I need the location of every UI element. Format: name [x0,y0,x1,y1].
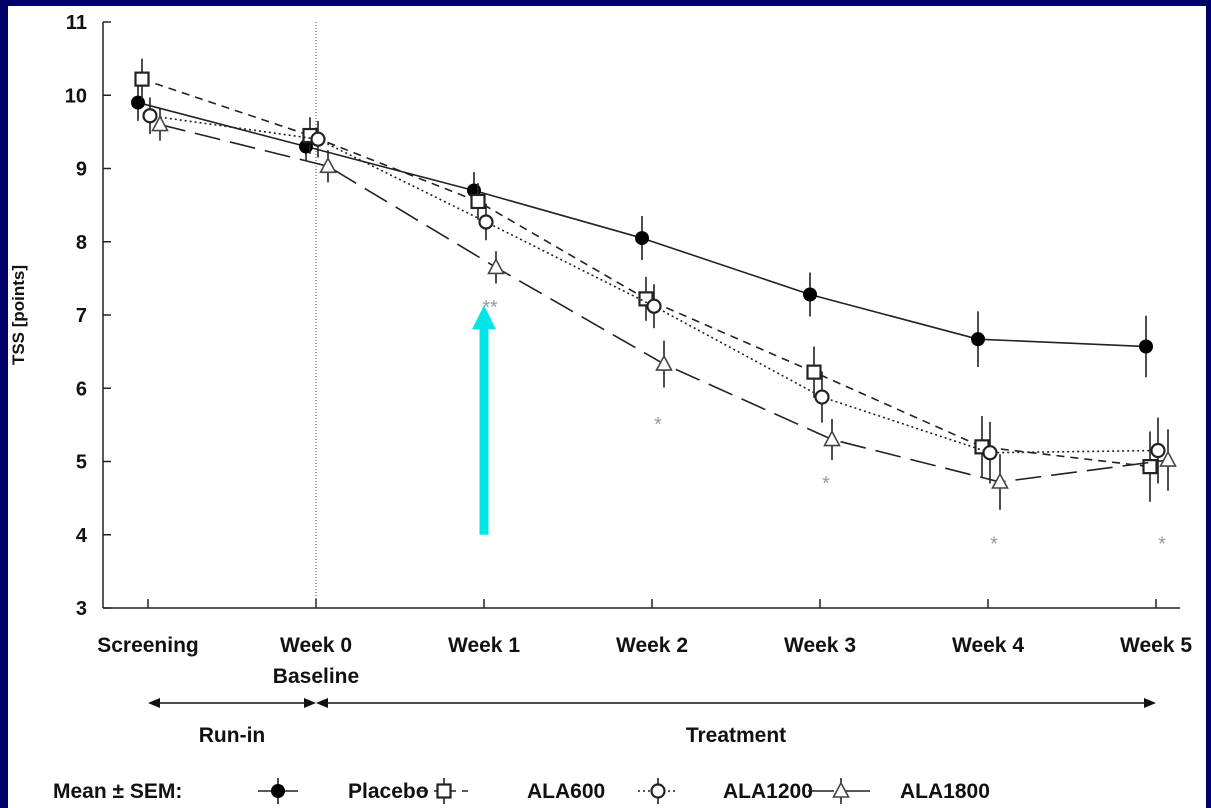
data-point [470,193,486,210]
legend: Mean ± SEM: Placebo ALA600 ALA1200 ALA1800 [53,778,990,804]
data-point [134,71,150,87]
series-placebo [131,84,1153,378]
y-tick-label: 10 [65,85,87,107]
y-axis-label: TSS [points] [9,265,28,365]
data-point [823,429,841,447]
data-point [151,114,169,132]
phase-bar: Run-in Treatment [148,698,1156,747]
legend-prefix: Mean ± SEM: [53,780,182,803]
x-tick-sublabel-baseline: Baseline [273,665,359,688]
data-point [971,332,985,347]
data-point [814,389,830,405]
x-tick-label: Week 1 [448,634,520,657]
legend-label: Placebo [348,780,429,803]
series-ala1200 [142,97,1166,484]
y-tick-label: 4 [76,525,88,547]
data-point [142,108,158,124]
phase-run-in: Run-in [148,698,316,747]
significance-marker: * [822,473,830,495]
tss-line-chart: 3 4 5 6 7 8 9 10 11 TSS [points] Screening Week 0 We… [9,12,1192,804]
marks [131,58,1177,510]
legend-item-ala1200: ALA1200 [638,778,813,804]
y-tick-label: 11 [66,12,87,34]
series-line-ala600 [141,78,1151,468]
highlight-arrow-head [472,305,496,330]
phase-label: Treatment [686,724,786,747]
overlay: ***** * [472,297,1166,556]
data-point [1139,339,1153,354]
legend-label: ALA1800 [900,780,990,803]
legend-item-placebo: Placebo [258,778,429,804]
significance-marker: * [654,414,662,436]
axes: 3 4 5 6 7 8 9 10 11 TSS [points] Screening Week 0 We… [9,12,1192,688]
x-tick-label: Week 5 [1120,634,1192,657]
phase-arrow-head-right [1144,698,1156,708]
legend-marker [832,781,850,798]
data-point [646,298,662,314]
x-tick-label: Screening [97,634,199,657]
legend-item-ala1800: ALA1800 [808,778,990,804]
data-point [991,472,1009,489]
phase-label: Run-in [199,724,265,747]
data-point [803,287,817,302]
data-point [310,131,326,147]
legend-label: ALA600 [527,780,605,803]
data-point [487,257,505,275]
data-point [982,445,998,461]
y-tick-label: 7 [76,305,87,327]
x-tick-label: Week 4 [952,634,1024,657]
y-tick-label: 6 [76,378,87,400]
y-tick-label: 3 [76,598,87,620]
data-point [635,231,649,246]
data-point [478,214,494,230]
data-point [806,364,822,380]
series-line-ala1800 [159,123,1169,483]
data-point [1159,450,1177,467]
y-tick-label: 9 [76,159,87,181]
y-tick-label: 5 [76,452,87,474]
series-ala1800 [151,108,1177,510]
phase-arrow-head-right [304,698,316,708]
legend-item-ala600: ALA600 [420,778,605,804]
data-point [1150,442,1166,459]
data-point [655,354,673,371]
data-point [131,95,145,110]
slide: 3 4 5 6 7 8 9 10 11 TSS [points] Screening Week 0 We… [8,6,1206,808]
x-tick-label: Week 2 [616,634,688,657]
legend-marker [271,784,285,798]
significance-marker: * [990,534,998,556]
series-ala600 [134,58,1158,502]
legend-marker [650,783,666,799]
data-point [1142,459,1158,475]
phase-treatment: Treatment [316,698,1156,747]
data-point [319,156,337,174]
legend-marker [436,783,452,799]
x-tick-label: Week 0 [280,634,352,657]
legend-label: ALA1200 [723,780,813,803]
x-tick-label: Week 3 [784,634,856,657]
phase-arrow-head-left [316,698,328,708]
significance-marker: * [1158,534,1166,556]
y-tick-label: 8 [76,232,87,254]
phase-arrow-head-left [148,698,160,708]
